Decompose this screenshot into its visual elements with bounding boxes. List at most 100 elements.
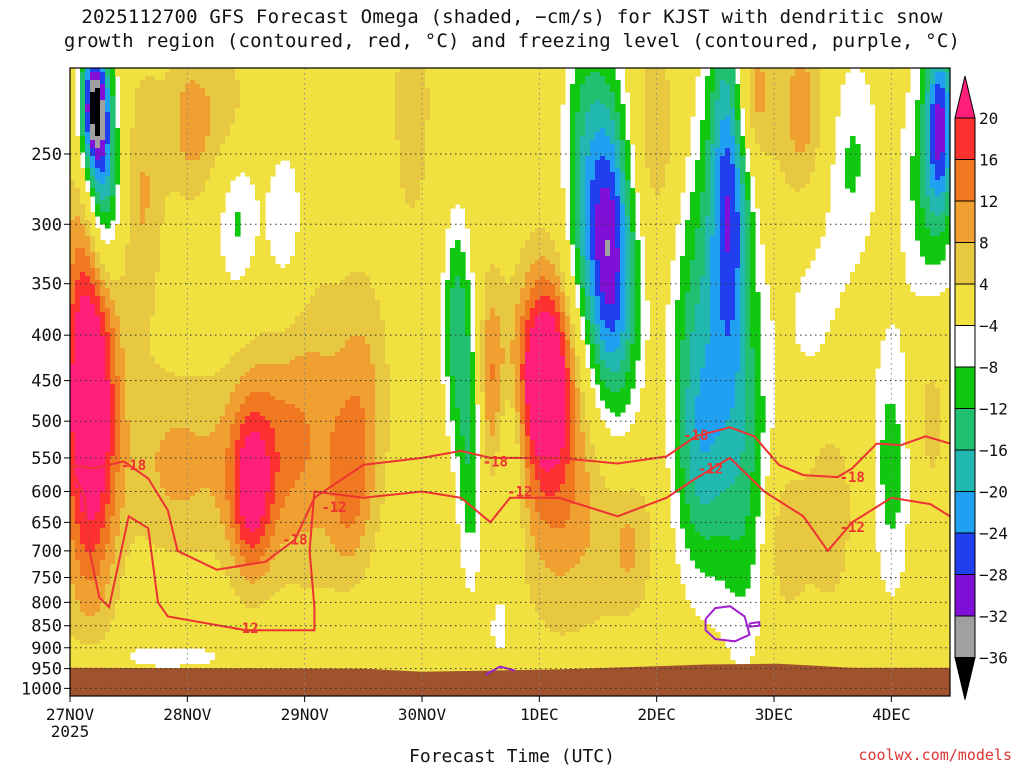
omega-cell	[220, 184, 226, 189]
omega-cell	[75, 188, 81, 193]
omega-cell	[215, 196, 221, 201]
omega-cell	[90, 260, 96, 265]
omega-cell	[110, 368, 116, 373]
omega-cell	[220, 284, 226, 289]
omega-cell	[195, 372, 201, 377]
omega-cell	[230, 648, 236, 653]
omega-cell	[80, 616, 86, 621]
omega-cell	[110, 480, 116, 485]
omega-cell	[205, 556, 211, 561]
omega-cell	[180, 504, 186, 509]
omega-cell	[90, 596, 96, 601]
omega-cell	[85, 304, 91, 309]
omega-cell	[130, 308, 136, 313]
omega-cell	[135, 68, 141, 73]
omega-cell	[85, 176, 91, 181]
omega-cell	[160, 524, 166, 529]
omega-cell	[135, 564, 141, 569]
omega-cell	[165, 432, 171, 437]
omega-cell	[80, 280, 86, 285]
omega-cell	[80, 512, 86, 517]
omega-cell	[90, 432, 96, 437]
omega-cell	[95, 580, 101, 585]
omega-cell	[210, 152, 216, 157]
omega-cell	[180, 608, 186, 613]
omega-cell	[70, 264, 76, 269]
omega-cell	[90, 588, 96, 593]
omega-cell	[180, 352, 186, 357]
omega-cell	[105, 176, 111, 181]
omega-cell	[180, 536, 186, 541]
omega-cell	[110, 92, 116, 97]
omega-cell	[100, 96, 106, 101]
omega-cell	[95, 328, 101, 333]
omega-cell	[200, 604, 206, 609]
omega-cell	[95, 228, 101, 233]
omega-cell	[165, 112, 171, 117]
omega-cell	[225, 452, 231, 457]
omega-cell	[130, 644, 136, 649]
omega-cell	[225, 500, 231, 505]
omega-cell	[215, 572, 221, 577]
omega-cell	[130, 660, 136, 665]
omega-cell	[135, 508, 141, 513]
omega-cell	[175, 484, 181, 489]
omega-cell	[185, 148, 191, 153]
omega-cell	[110, 436, 116, 441]
omega-cell	[120, 272, 126, 277]
omega-cell	[95, 80, 101, 85]
omega-cell	[120, 176, 126, 181]
omega-cell	[170, 136, 176, 141]
omega-cell	[115, 304, 121, 309]
omega-cell	[150, 616, 156, 621]
omega-cell	[120, 264, 126, 269]
omega-cell	[75, 584, 81, 589]
omega-cell	[175, 464, 181, 469]
omega-cell	[130, 100, 136, 105]
omega-cell	[190, 280, 196, 285]
omega-cell	[175, 444, 181, 449]
omega-cell	[85, 116, 91, 121]
omega-cell	[195, 520, 201, 525]
omega-cell	[155, 68, 161, 73]
omega-cell	[85, 164, 91, 169]
omega-cell	[100, 636, 106, 641]
omega-cell	[90, 244, 96, 249]
omega-cell	[90, 296, 96, 301]
omega-cell	[135, 172, 141, 177]
omega-cell	[225, 628, 231, 633]
omega-cell	[75, 216, 81, 221]
omega-cell	[140, 488, 146, 493]
omega-cell	[90, 636, 96, 641]
omega-cell	[90, 604, 96, 609]
omega-cell	[150, 436, 156, 441]
omega-cell	[155, 400, 161, 405]
omega-cell	[165, 228, 171, 233]
omega-cell	[155, 188, 161, 193]
omega-cell	[170, 452, 176, 457]
omega-cell	[120, 640, 126, 645]
omega-cell	[120, 628, 126, 633]
omega-cell	[225, 612, 231, 617]
omega-cell	[195, 300, 201, 305]
omega-cell	[230, 120, 236, 125]
omega-cell	[95, 136, 101, 141]
omega-cell	[220, 112, 226, 117]
omega-cell	[180, 176, 186, 181]
omega-cell	[75, 604, 81, 609]
omega-cell	[230, 376, 236, 381]
omega-cell	[105, 616, 111, 621]
omega-cell	[85, 324, 91, 329]
omega-cell	[95, 596, 101, 601]
omega-cell	[195, 156, 201, 161]
omega-cell	[75, 248, 81, 253]
omega-cell	[155, 356, 161, 361]
omega-cell	[180, 88, 186, 93]
omega-cell	[170, 232, 176, 237]
omega-cell	[145, 212, 151, 217]
omega-cell	[95, 660, 101, 665]
omega-cell	[205, 576, 211, 581]
omega-cell	[230, 568, 236, 573]
omega-cell	[205, 180, 211, 185]
omega-cell	[225, 588, 231, 593]
